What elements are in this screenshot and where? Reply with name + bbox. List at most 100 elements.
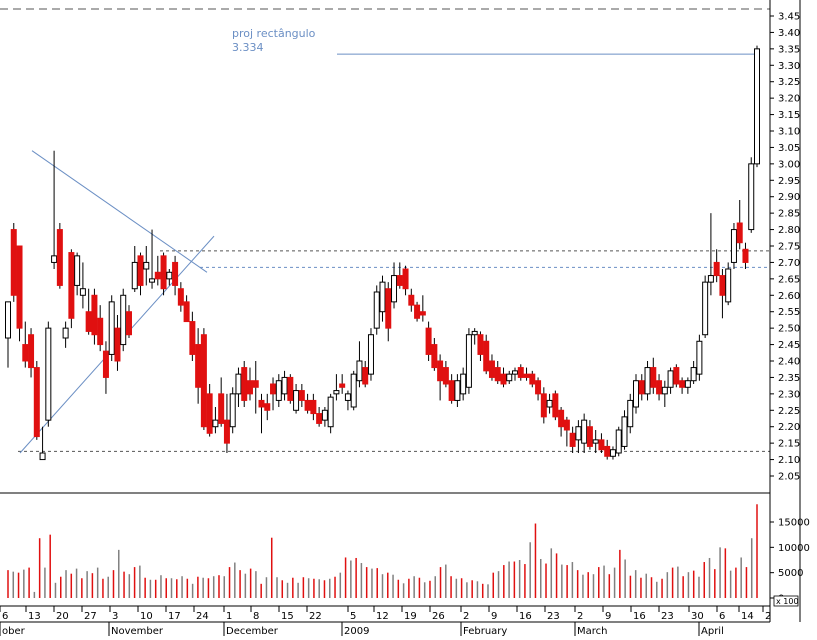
candle-body	[690, 367, 697, 382]
price-tick-label: 2.20	[778, 422, 800, 433]
candle-body	[97, 317, 104, 346]
volume-bar	[276, 577, 278, 598]
candle-body	[229, 393, 236, 428]
candle-body	[471, 330, 478, 336]
candle	[523, 367, 530, 381]
candle	[385, 282, 392, 342]
candle	[506, 370, 513, 384]
volume-bar	[408, 578, 410, 598]
volume-bar	[518, 560, 521, 598]
candle	[448, 374, 455, 404]
candle-body	[598, 439, 605, 451]
volume-bar	[75, 568, 78, 598]
candle	[316, 407, 323, 427]
volume-bar	[687, 572, 690, 598]
volume-bar	[38, 538, 41, 598]
volume-bar	[629, 575, 632, 598]
volume-bar	[191, 583, 194, 598]
day-label: 6	[719, 611, 725, 622]
candle-body	[131, 261, 138, 290]
volume-bar	[144, 577, 146, 598]
candle-body	[702, 281, 709, 336]
candle	[350, 370, 357, 411]
candle	[419, 295, 426, 322]
day-label: 24	[196, 611, 209, 622]
candle-body	[125, 311, 132, 336]
candle	[258, 393, 265, 434]
candle-body	[425, 327, 432, 355]
candle-body	[437, 360, 444, 382]
candle-body	[241, 367, 248, 401]
day-label: 22	[309, 611, 322, 622]
volume-bar	[176, 579, 178, 598]
volume-bar	[455, 578, 458, 598]
volume-bar	[576, 570, 579, 598]
candle-body	[281, 376, 288, 395]
candle	[702, 275, 709, 338]
candle-body	[529, 373, 536, 385]
volume-tick-label: 15000	[778, 518, 810, 529]
price-tick-label: 2.85	[778, 209, 800, 220]
volume-bar	[466, 582, 468, 598]
candle-body	[304, 399, 311, 411]
candle-body	[114, 327, 121, 362]
candle-body	[298, 390, 305, 401]
candle	[707, 213, 714, 296]
day-label: 13	[28, 611, 41, 622]
candle-body	[396, 275, 403, 286]
candle-body	[310, 399, 317, 415]
volume-bar	[413, 576, 415, 598]
candle-body	[633, 380, 640, 408]
candle	[195, 328, 202, 404]
candle	[189, 311, 196, 361]
annotation-label: proj rectângulo	[232, 27, 316, 40]
candle	[125, 305, 132, 338]
volume-bar	[81, 578, 83, 598]
candle-body	[154, 271, 161, 280]
price-tick-label: 3.45	[778, 12, 800, 23]
candle	[558, 407, 565, 437]
volume-bar	[582, 574, 584, 598]
candle-body	[246, 380, 253, 395]
volume-bar	[17, 572, 20, 598]
candle-body	[218, 393, 225, 424]
candle-body	[442, 367, 449, 385]
volume-bar	[703, 562, 706, 598]
volume-bar	[619, 549, 621, 598]
candle-body	[494, 367, 501, 382]
candle-body	[644, 367, 651, 395]
volume-bar	[603, 565, 605, 598]
price-tick-label: 2.10	[778, 455, 800, 466]
candle	[85, 288, 92, 335]
candle	[437, 354, 444, 401]
candle	[517, 364, 524, 381]
candle-body	[356, 360, 363, 382]
candle	[736, 200, 743, 250]
volume-bar	[297, 582, 299, 598]
candle	[402, 265, 409, 296]
candle-body	[419, 311, 426, 316]
trend-line-upper	[31, 150, 208, 273]
candle-body	[402, 268, 409, 290]
volume-bar	[23, 569, 25, 598]
candle-body	[373, 291, 380, 329]
candle-body	[638, 380, 645, 395]
candle-body	[552, 393, 559, 418]
candle	[356, 341, 363, 388]
price-tick-label: 3.10	[778, 127, 800, 138]
candle	[22, 321, 29, 368]
volume-bar	[123, 571, 125, 598]
candle	[373, 285, 380, 335]
volume-bar	[397, 579, 400, 598]
candle-body	[656, 380, 663, 395]
candle-body	[264, 403, 271, 411]
candle	[730, 223, 737, 269]
candle	[442, 361, 449, 388]
candle	[218, 377, 225, 427]
annotation: proj rectângulo 3.334	[232, 27, 316, 54]
candle	[275, 374, 282, 407]
volume-bar	[44, 567, 46, 598]
candle-body	[91, 294, 98, 336]
candle	[333, 374, 340, 401]
